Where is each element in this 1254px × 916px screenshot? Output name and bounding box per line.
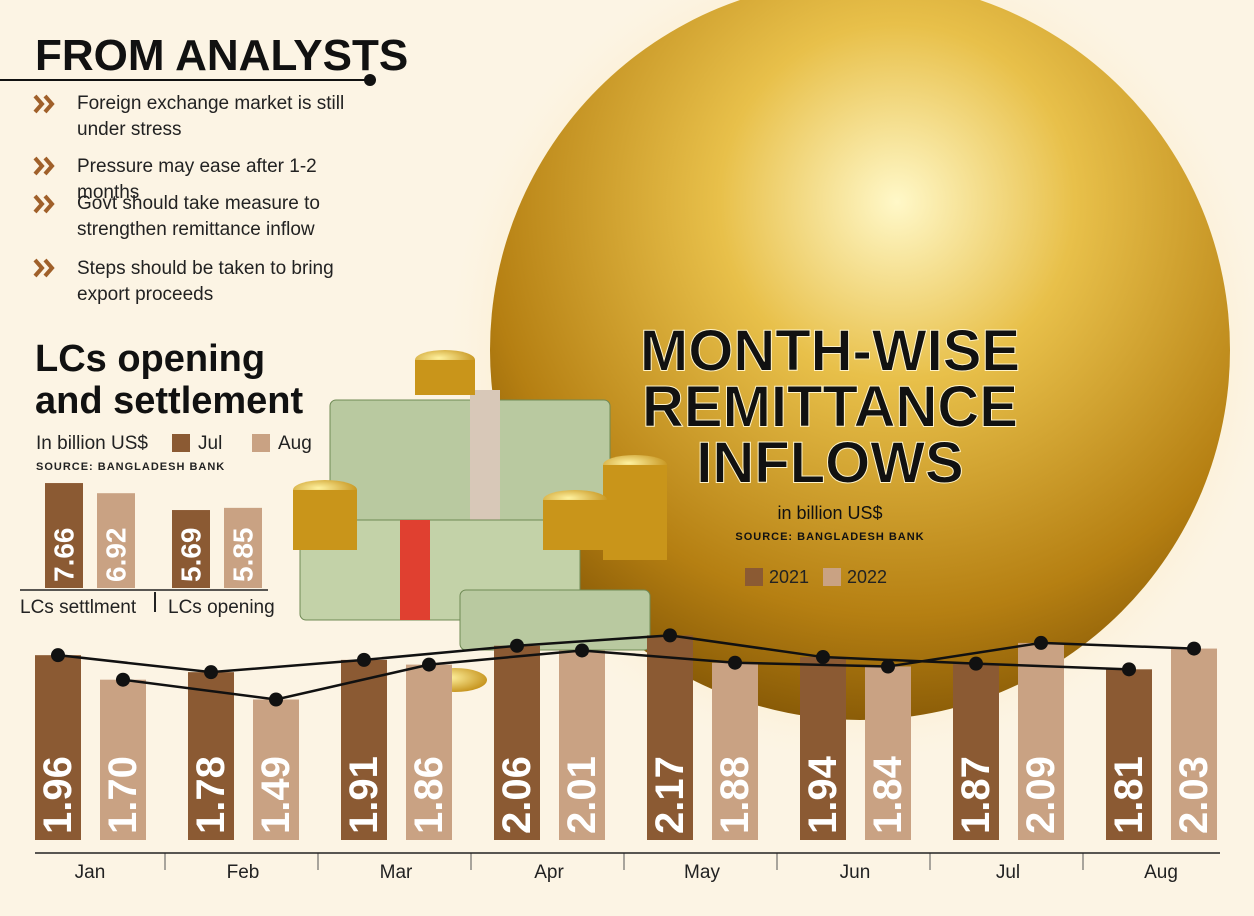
bar [341,659,387,840]
value-label: 1.78 [189,756,233,834]
legend-label: Aug [278,433,312,454]
bar [494,645,540,840]
analysts-title: FROM ANALYSTS [35,31,408,80]
analyst-point: Pressure may ease after 1-2 months [77,156,317,203]
legend-swatch [252,434,270,452]
subtitle: In billion US$ [36,433,148,454]
value-label: 2.17 [648,756,692,834]
x-tick-label: Aug [1144,862,1178,883]
rule-dot [364,74,376,86]
trend-dot [1034,635,1048,650]
bar [712,662,758,840]
trend-dot [663,628,677,643]
category-label: LCs opening [168,597,275,618]
trend-dot [51,648,65,663]
value-label: 1.84 [866,755,910,834]
bullet-chevron [33,94,55,114]
bar [188,672,234,840]
bar [1106,669,1152,840]
x-tick-label: Jun [840,862,871,883]
bar [406,664,452,840]
value-label: 1.88 [713,756,757,834]
bar [100,679,146,840]
legend-label: 2022 [847,567,887,587]
x-tick-label: May [684,862,720,883]
bullet-chevron [33,156,55,176]
globe [490,0,1230,720]
bar [45,483,83,588]
trend-dot [881,659,895,674]
value-label: 2.01 [560,756,604,834]
value-label: 1.87 [954,756,998,834]
bar [253,699,299,840]
trend-dot [422,657,436,672]
value-label: 1.91 [342,756,386,834]
legend-label: Jul [198,433,222,454]
trend-dot [816,650,830,665]
value-label: 5.69 [176,528,207,583]
source: SOURCE: BANGLADESH BANK [36,461,225,473]
trend-dot [575,643,589,658]
x-tick-label: Apr [534,862,564,883]
trend-line [57,634,1130,674]
analyst-point: Foreign exchange market is still under s… [77,93,345,140]
trend-dot [1122,662,1136,677]
bar [559,650,605,840]
chart-title: MONTH-WISE [640,318,1020,383]
trend-dot [357,652,371,667]
value-label: 1.86 [407,756,451,834]
value-label: 5.85 [228,528,259,583]
bar [647,635,693,840]
lc-title: LCs opening and settlement [35,338,304,422]
bar [172,510,210,588]
analyst-point: Steps should be taken to bring export pr… [77,258,334,305]
bar [953,663,999,840]
analyst-point: Govt should take measure to strengthen r… [77,193,320,240]
bullet-chevron [33,258,55,278]
trend-dot [269,692,283,707]
trend-dot [728,655,742,670]
bar [1018,642,1064,840]
value-label: 2.03 [1172,756,1216,834]
legend-label: 2021 [769,567,809,587]
bullet-chevron [33,194,55,214]
value-label: 1.49 [254,756,298,834]
subtitle: in billion US$ [777,503,882,523]
chart-title: INFLOWS [696,430,963,495]
value-label: 1.81 [1107,756,1151,834]
chart-title: REMITTANCE [642,374,1018,439]
legend-swatch [745,568,763,586]
trend-dot [510,638,524,653]
value-label: 2.06 [495,756,539,834]
x-tick-label: Jul [996,862,1020,883]
value-label: 1.96 [36,756,80,834]
money-stack [293,350,667,692]
bar [865,666,911,840]
trend-dot [969,656,983,671]
trend-dot [116,672,130,687]
value-label: 6.92 [101,528,132,583]
bar [1171,648,1217,840]
trend-dot [204,665,218,680]
trend-line [122,641,1195,701]
bar [35,655,81,840]
bar [224,507,262,588]
value-label: 1.94 [801,755,845,834]
bar [97,493,135,588]
source: SOURCE: BANGLADESH BANK [735,531,924,543]
legend-swatch [823,568,841,586]
bar [800,657,846,840]
value-label: 1.70 [101,756,145,834]
x-tick-label: Jan [75,862,106,883]
legend-swatch [172,434,190,452]
category-label: LCs settlment [20,597,137,618]
value-label: 7.66 [49,528,80,583]
value-label: 2.09 [1019,756,1063,834]
trend-dot [1187,641,1201,656]
x-tick-label: Mar [380,862,413,883]
x-tick-label: Feb [227,862,260,883]
